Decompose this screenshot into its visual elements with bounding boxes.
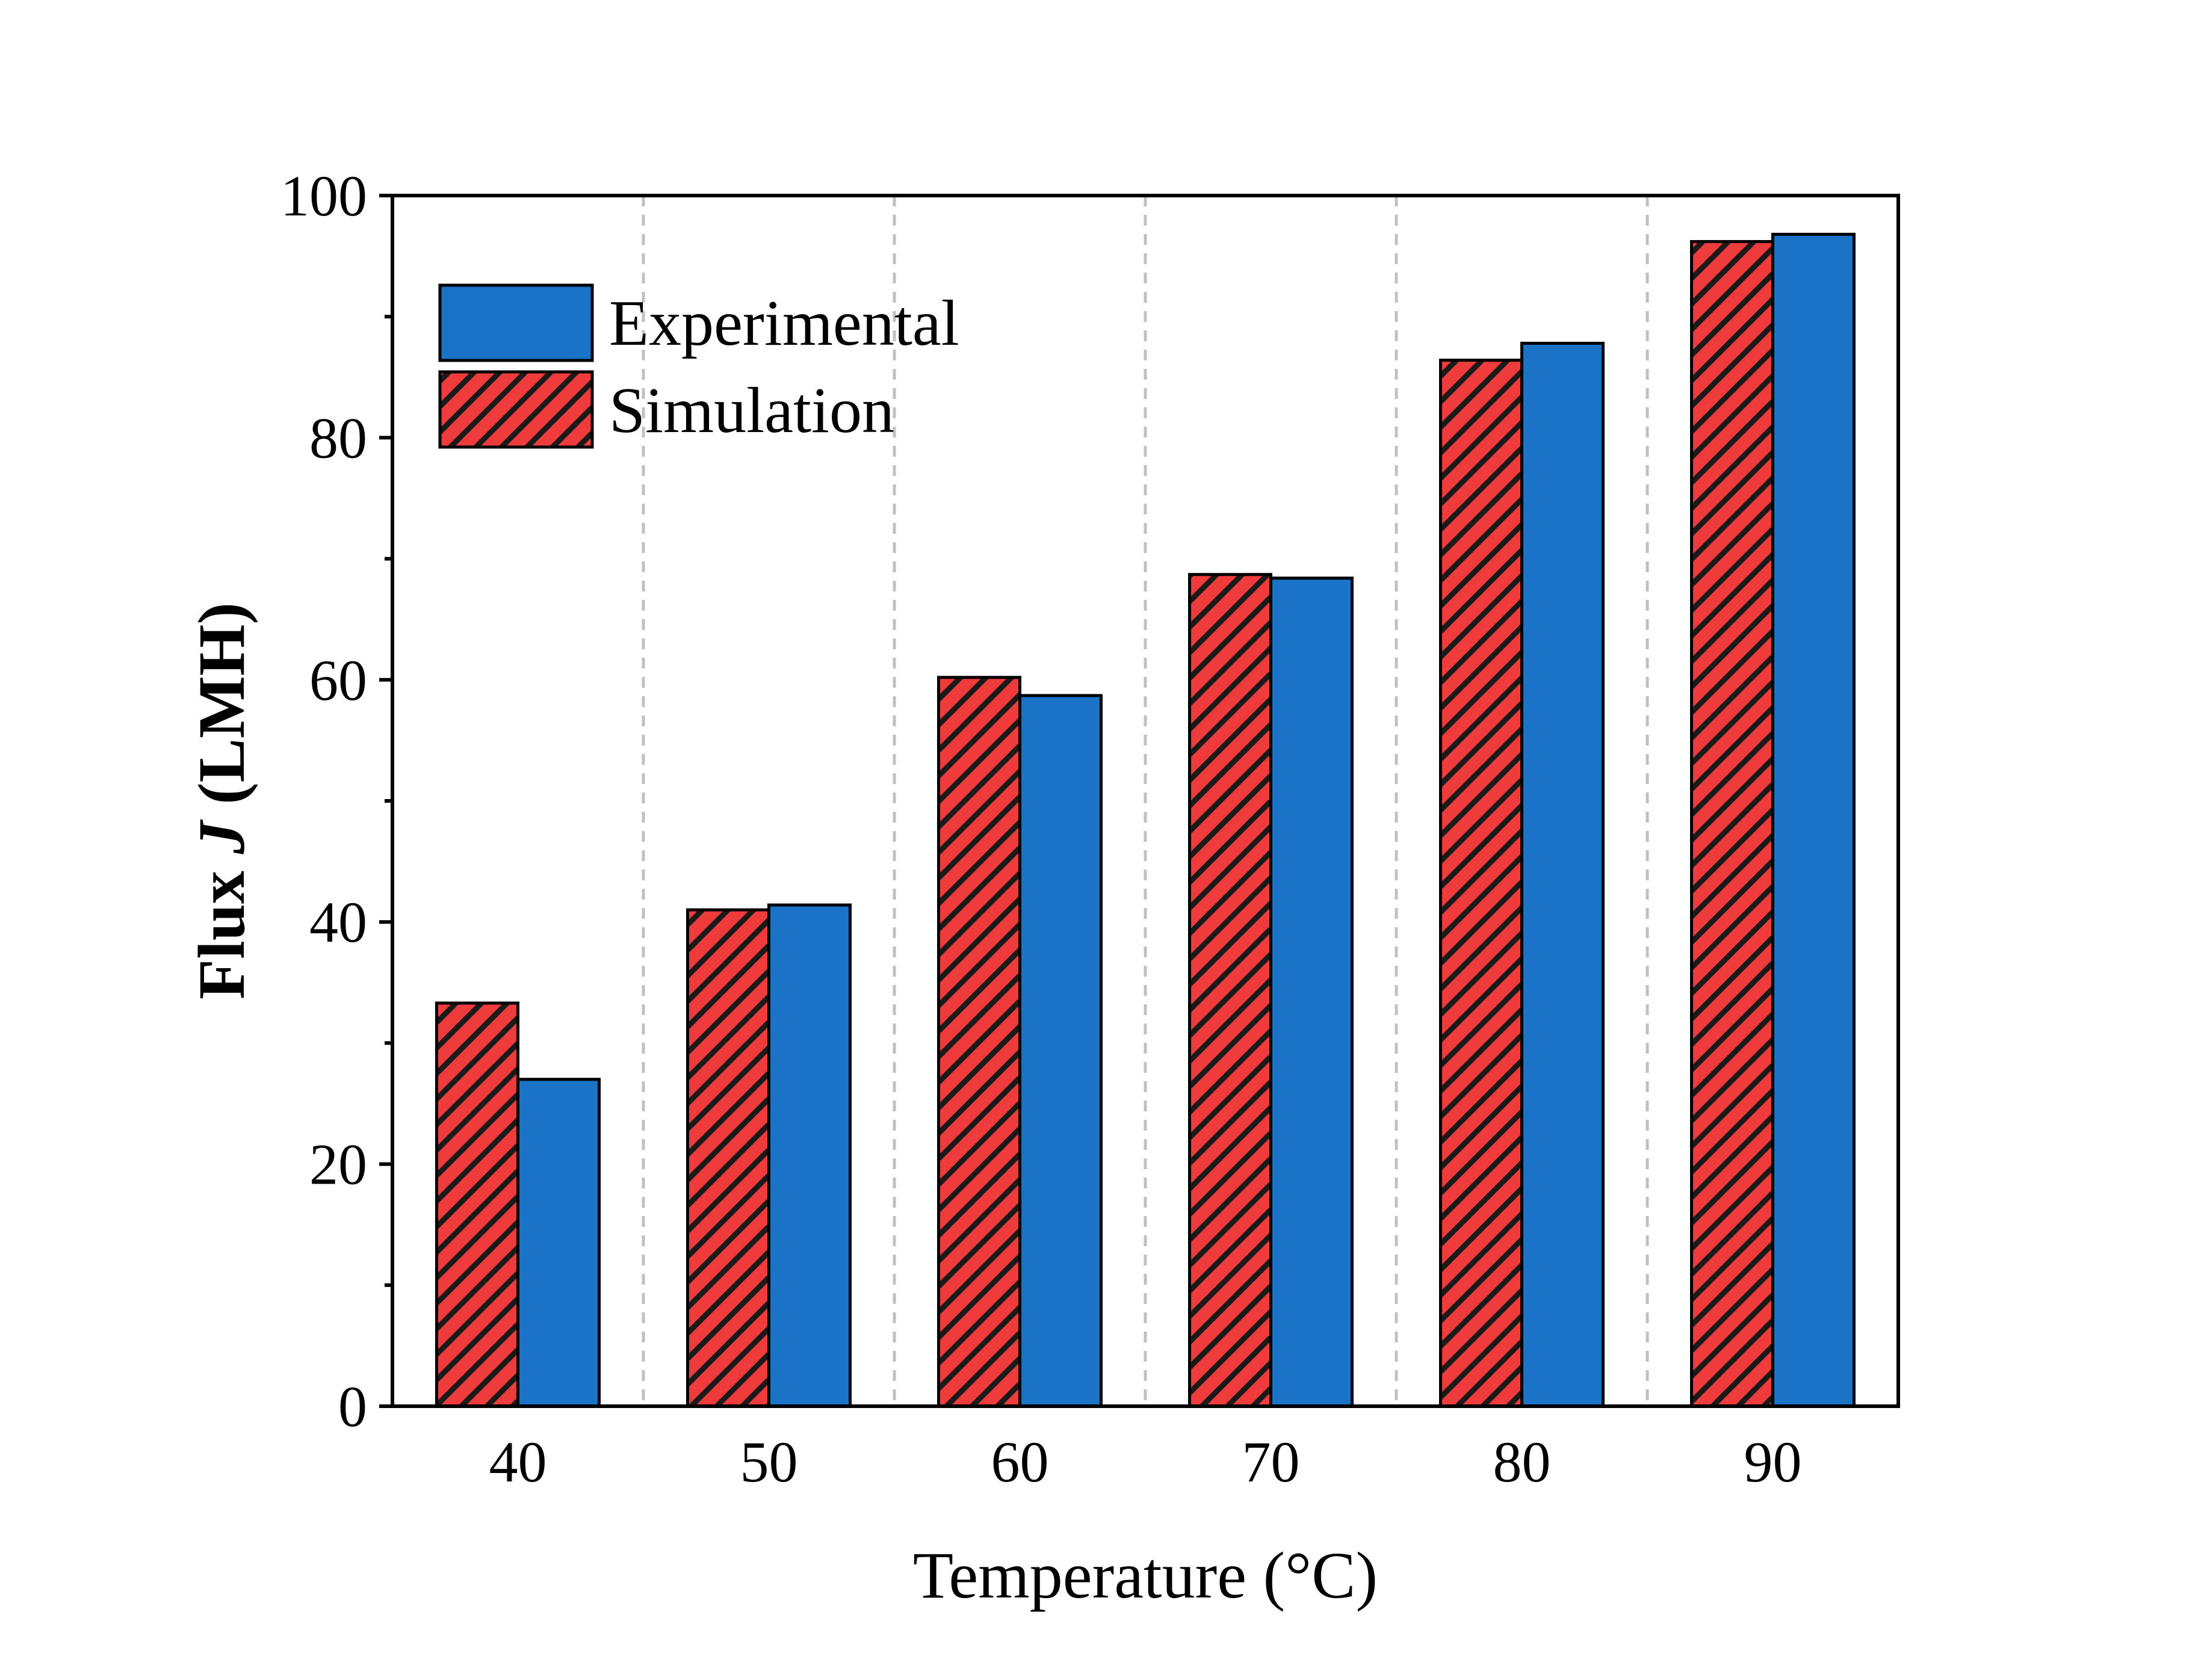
y-tick-label: 100 <box>280 164 367 228</box>
bar-experimental-70 <box>1269 576 1354 1408</box>
legend-label-simulation: Simulation <box>609 375 894 446</box>
y-tick-label: 40 <box>309 890 367 954</box>
y-tick-label: 80 <box>309 406 367 470</box>
x-tick-label: 60 <box>991 1430 1049 1494</box>
x-tick-label: 50 <box>740 1430 798 1494</box>
bar-experimental-80 <box>1520 341 1605 1408</box>
bars <box>435 232 1856 1408</box>
bar-experimental-40 <box>516 1078 601 1408</box>
x-tick-label: 90 <box>1744 1430 1802 1494</box>
legend-swatch-simulation <box>438 370 594 449</box>
bar-simulation-80 <box>1439 359 1523 1408</box>
bar-experimental-90 <box>1771 232 1856 1408</box>
y-axis-title: Flux J (LMH) <box>185 602 258 999</box>
y-tick-label: 60 <box>309 648 367 712</box>
legend-swatch-experimental <box>438 283 594 362</box>
y-tick-label: 0 <box>338 1374 367 1439</box>
bar-simulation-40 <box>435 1001 519 1408</box>
bar-experimental-60 <box>1018 694 1103 1408</box>
x-tick-label: 70 <box>1242 1430 1300 1494</box>
bar-simulation-50 <box>686 908 770 1408</box>
y-axis-title-symbol: J <box>185 820 258 855</box>
category-separators <box>642 196 1649 1406</box>
y-axis: 0 20 40 60 80 100 <box>280 164 392 1439</box>
x-axis-title: Temperature (°C) <box>913 1539 1378 1612</box>
legend: Experimental Simulation <box>438 283 959 449</box>
x-tick-label: 40 <box>489 1430 547 1494</box>
bar-simulation-70 <box>1188 573 1272 1408</box>
bar-simulation-90 <box>1690 239 1774 1408</box>
y-axis-title-suffix: (LMH) <box>185 602 258 821</box>
bar-simulation-60 <box>937 676 1021 1408</box>
bar-experimental-50 <box>767 903 852 1408</box>
legend-label-experimental: Experimental <box>609 288 959 359</box>
y-tick-label: 20 <box>309 1132 367 1197</box>
x-tick-label: 80 <box>1493 1430 1551 1494</box>
y-axis-title-prefix: Flux <box>185 854 258 999</box>
x-axis: 40 50 60 70 80 90 <box>489 1430 1802 1494</box>
